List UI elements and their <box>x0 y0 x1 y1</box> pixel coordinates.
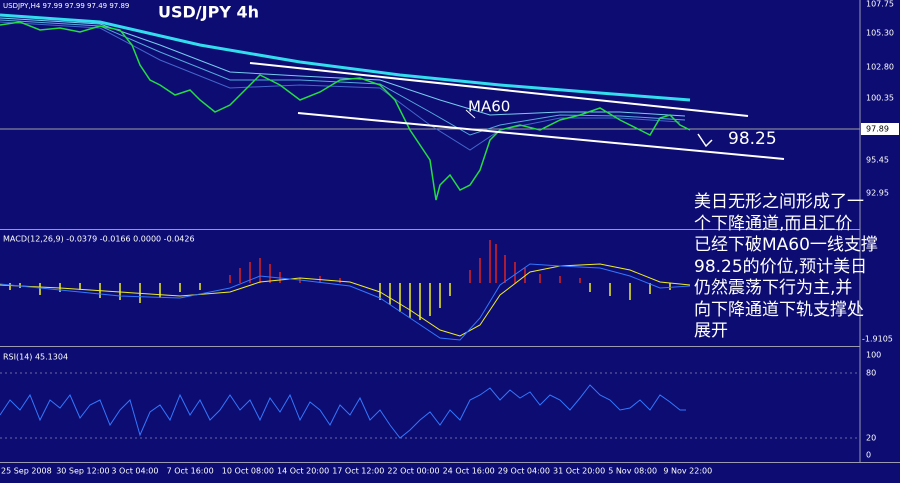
time-tick-label: 25 Sep 2008 <box>1 467 52 476</box>
rsi-label: RSI(14) 45.1304 <box>3 353 68 362</box>
price-series <box>0 21 691 201</box>
price-tick-label: 102.80 <box>866 63 894 72</box>
ma-pointer <box>465 109 476 119</box>
time-tick-label: 5 Nov 08:00 <box>608 467 657 476</box>
time-tick-label: 10 Oct 08:00 <box>222 467 274 476</box>
time-tick-label: 17 Oct 12:00 <box>332 467 384 476</box>
commentary-line: 98.25的价位,预计美日 <box>694 256 868 277</box>
rsi-levels <box>0 372 860 439</box>
time-tick-label: 24 Oct 16:00 <box>443 467 495 476</box>
level-label: 98.25 <box>728 129 777 149</box>
symbol-info: USDJPY,H4 97.99 97.99 97.49 97.89 <box>3 2 129 10</box>
moving-averages <box>0 13 691 151</box>
time-tick-label: 30 Sep 12:00 <box>56 467 109 476</box>
price-tick-label: 100.35 <box>866 94 894 103</box>
rsi-tick-label: 20 <box>866 434 876 443</box>
macd-tick-label: -1.9105 <box>862 335 893 344</box>
rsi-tick-label: 0 <box>866 451 871 460</box>
time-tick-label: 14 Oct 20:00 <box>277 467 329 476</box>
commentary-line: 仍然震荡下行为主,并 <box>694 278 853 298</box>
trend-channel <box>249 62 785 160</box>
price-tick-label: 92.95 <box>866 189 889 198</box>
commentary-line: 展开 <box>694 321 728 341</box>
time-tick-label: 29 Oct 04:00 <box>498 467 550 476</box>
current-price-label: 97.89 <box>866 125 889 134</box>
time-tick-label: 9 Nov 22:00 <box>663 467 712 476</box>
commentary-line: 美日无形之间形成了一 <box>694 192 864 212</box>
price-marker <box>861 123 899 135</box>
chart-title: USD/JPY 4h <box>158 3 259 22</box>
macd-label: MACD(12,26,9) -0.0379 -0.0166 0.0000 -0.… <box>3 235 195 244</box>
price-axis: 107.75 105.30 102.80 100.35 97.89 95.45 … <box>861 0 899 460</box>
time-tick-label: 22 Oct 00:00 <box>387 467 439 476</box>
rsi-tick-label: 100 <box>866 351 881 360</box>
time-axis: 25 Sep 2008 30 Sep 12:00 3 Oct 04:00 7 Oct … <box>1 467 712 476</box>
macd-histogram <box>9 240 671 320</box>
panel-borders <box>0 0 900 463</box>
rsi-tick-label: 80 <box>866 369 876 378</box>
time-tick-label: 3 Oct 04:00 <box>111 467 158 476</box>
price-tick-label: 105.30 <box>866 29 894 38</box>
commentary: 美日无形之间形成了一 个下降通道,而且汇价 已经下破MA60一线支撑 98.25的价位… <box>694 192 900 343</box>
commentary-line: 个下降通道,而且汇价 <box>694 213 853 234</box>
time-tick-label: 7 Oct 16:00 <box>167 467 214 476</box>
commentary-line: 向下降通道下轨支撑处 <box>694 299 864 320</box>
commentary-line: 已经下破MA60一线支撑 <box>694 235 878 255</box>
time-tick-label: 31 Oct 20:00 <box>553 467 605 476</box>
price-tick-label: 107.75 <box>866 0 894 9</box>
macd-lines <box>0 263 691 341</box>
rsi-line <box>0 384 686 439</box>
price-tick-label: 95.45 <box>866 156 889 165</box>
ma-label: MA60 <box>468 98 510 116</box>
